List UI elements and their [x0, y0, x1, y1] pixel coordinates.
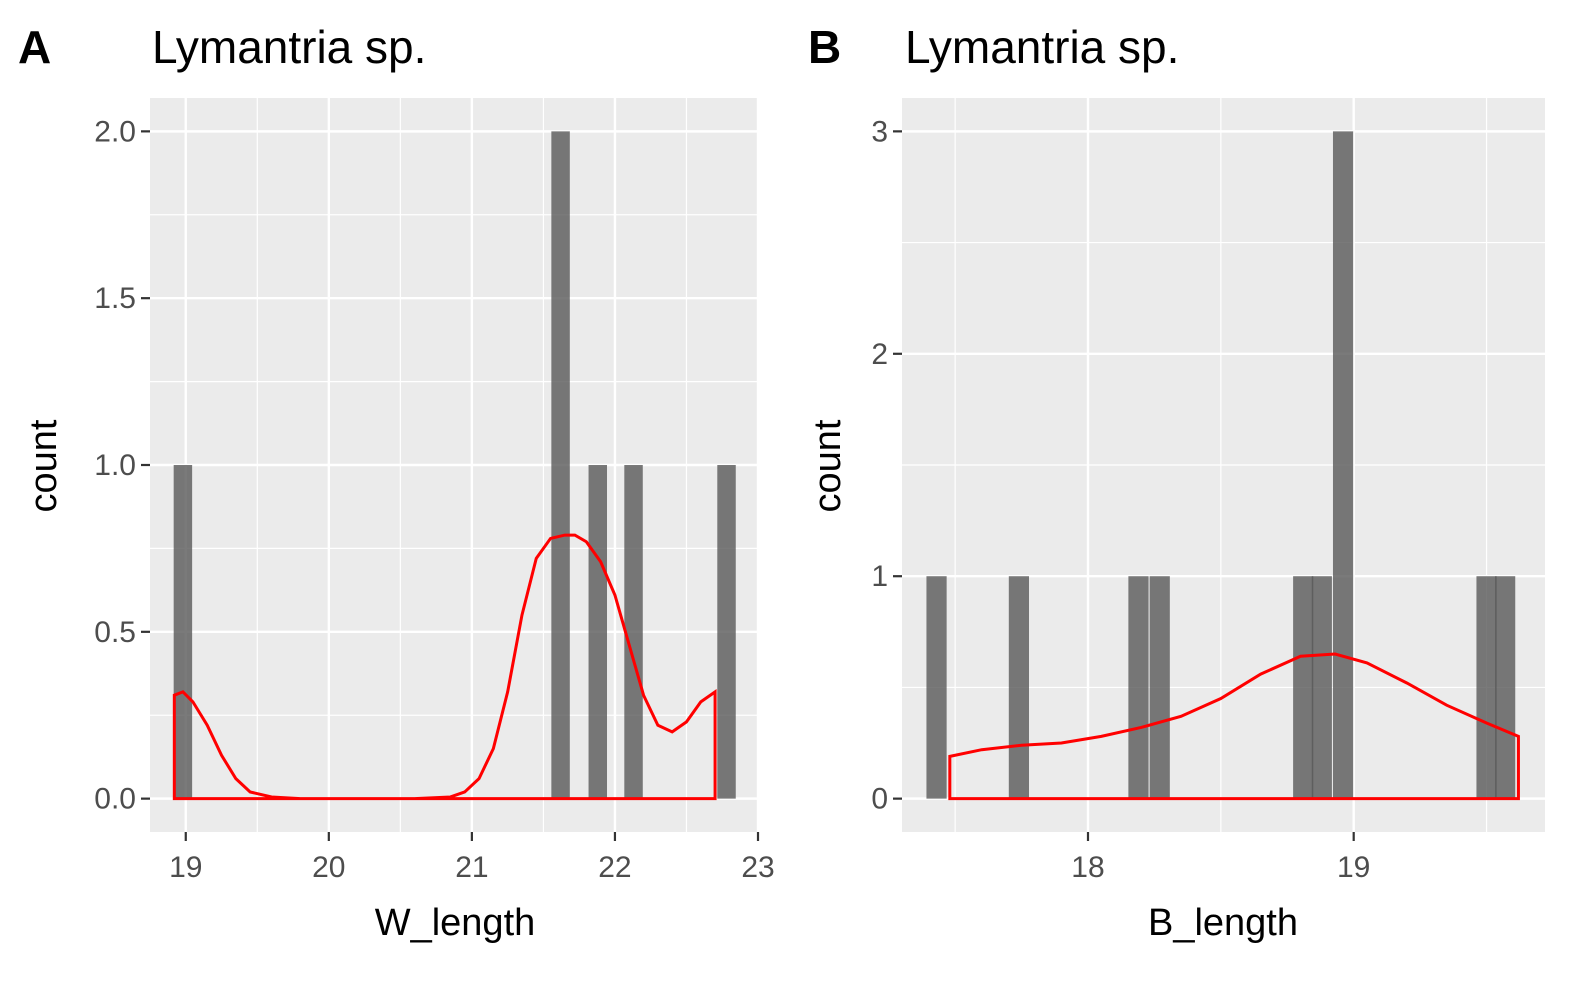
- panel-a-y-tick-label: 1.5: [94, 282, 136, 315]
- panel-b-histogram-bar: [1293, 576, 1314, 799]
- panel-a-tag: A: [18, 21, 51, 73]
- panel-b-histogram-bar: [1008, 576, 1030, 799]
- panel-a-y-tick-label: 2.0: [94, 115, 136, 148]
- panel-a-x-tick-label: 21: [455, 851, 488, 884]
- panel-b-bars: [926, 131, 1516, 799]
- panel-a-density-curve: [172, 533, 717, 801]
- panel-a-x-tick-label: 20: [312, 851, 345, 884]
- panel-a-histogram-bar: [173, 465, 193, 799]
- panel-a-x-tick-label: 23: [741, 851, 774, 884]
- panel-b-histogram-bar: [1149, 576, 1170, 799]
- panel-b-density-curve: [948, 652, 1520, 801]
- panel-a-y-tick-label: 0.5: [94, 616, 136, 649]
- panel-a-y-tick-label: 1.0: [94, 449, 136, 482]
- panel-b-y-axis-title: count: [807, 419, 849, 512]
- panel-b-histogram-bar: [1128, 576, 1149, 799]
- panel-a-histogram-bar: [717, 465, 736, 799]
- panel-a-histogram-bar: [551, 131, 570, 799]
- panel-a-y-axis-title: count: [23, 419, 65, 512]
- panel-a-y-axis: 0.0 0.5 1.0 1.5 2.0: [94, 115, 150, 816]
- panel-b-tag: B: [808, 21, 841, 73]
- panel-a-title: Lymantria sp.: [152, 21, 426, 73]
- panel-a: A Lymantria sp. 0.0 0.5 1.0 1.5 2.0 19 20 21 22…: [18, 21, 775, 944]
- panel-a-x-tick-label: 22: [598, 851, 631, 884]
- panel-b-y-tick-label: 3: [871, 115, 888, 148]
- panel-a-bars: [173, 131, 736, 799]
- panel-b-histogram-bar: [1476, 576, 1497, 799]
- panel-b-histogram-bar: [1311, 576, 1332, 799]
- panel-a-x-axis: 19 20 21 22 23: [169, 832, 775, 884]
- panel-b-x-axis-title: B_length: [1148, 902, 1298, 944]
- panel-b-y-tick-label: 0: [871, 783, 888, 816]
- panel-b-x-tick-label: 19: [1337, 851, 1370, 884]
- panel-b-x-axis: 18 19: [1071, 832, 1370, 884]
- panel-a-x-tick-label: 19: [169, 851, 202, 884]
- panel-b-y-tick-label: 2: [871, 338, 888, 371]
- panel-b-histogram-bar: [1332, 131, 1354, 799]
- panel-b-y-tick-label: 1: [871, 560, 888, 593]
- panel-b-histogram-bar: [1495, 576, 1516, 799]
- panel-a-y-tick-label: 0.0: [94, 783, 136, 816]
- panel-b-title: Lymantria sp.: [905, 21, 1179, 73]
- panel-a-x-axis-title: W_length: [375, 902, 536, 944]
- panel-b-histogram-bar: [926, 576, 947, 799]
- panel-b-y-axis: 0 1 2 3: [871, 115, 902, 816]
- panel-b-x-tick-label: 18: [1071, 851, 1104, 884]
- panel-a-histogram-bar: [624, 465, 643, 799]
- panel-a-histogram-bar: [588, 465, 608, 799]
